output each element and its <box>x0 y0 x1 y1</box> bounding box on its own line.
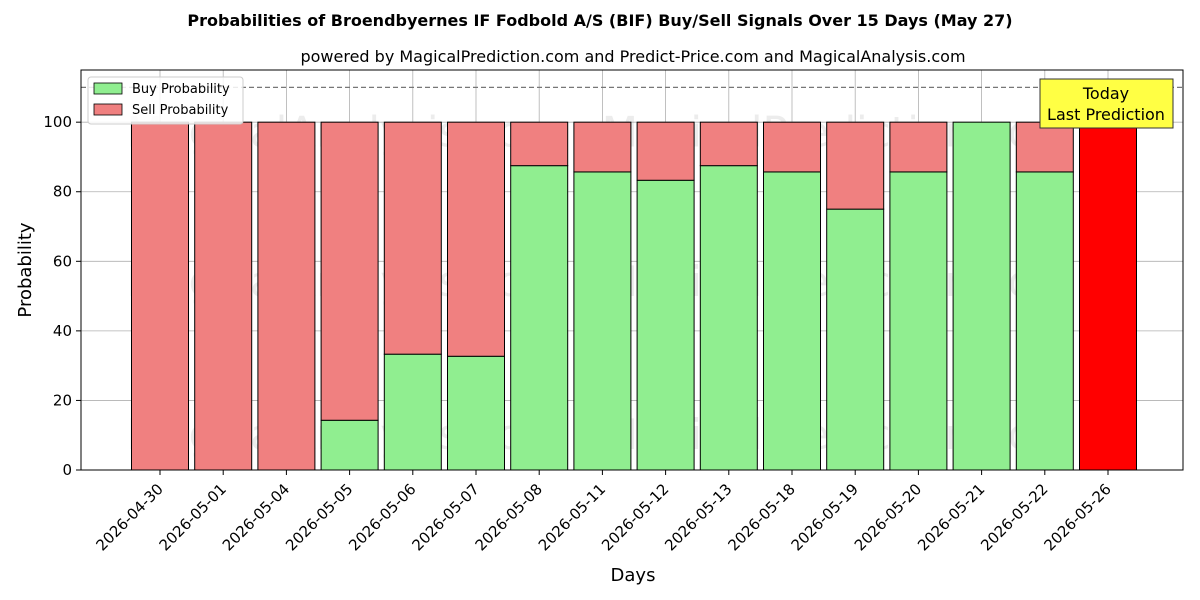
annotation-box <box>1039 78 1174 129</box>
sell-bar-2026-05-04 <box>257 121 316 471</box>
sell-bar-2026-05-13 <box>699 121 758 167</box>
y-tick-label: 20 <box>53 391 72 409</box>
sell-bar-2026-05-11 <box>573 121 632 173</box>
y-tick-label: 100 <box>43 113 72 131</box>
sell-bar-2026-05-08 <box>510 121 569 167</box>
x-axis-label: Days <box>611 565 656 586</box>
legend-label-sell: Sell Probability <box>132 103 229 118</box>
buy-bar-2026-05-22 <box>1015 171 1074 471</box>
legend-frame <box>87 76 244 125</box>
annotation-line-2: Last Prediction <box>1047 105 1165 124</box>
sell-bar-2026-05-19 <box>826 121 885 210</box>
y-tick-label: 40 <box>53 322 72 340</box>
y-tick-label: 0 <box>62 461 72 479</box>
buy-bar-2026-05-18 <box>763 171 821 471</box>
y-tick-label: 80 <box>53 183 72 201</box>
buy-bar-2026-05-06 <box>383 353 442 471</box>
y-axis: 0 20 40 60 80 100 <box>43 113 81 479</box>
x-axis: 2026-04-302026-05-012026-05-042026-05-05… <box>92 470 1115 554</box>
buy-bar-2026-05-07 <box>447 355 505 471</box>
legend: Buy Probability Sell Probability <box>87 76 244 125</box>
x-tick-label: 2026-05-12 <box>598 480 672 554</box>
legend-label-buy: Buy Probability <box>132 82 230 97</box>
today-annotation: Today Last Prediction <box>1039 78 1174 129</box>
chart-subtitle: powered by MagicalPrediction.com and Pre… <box>300 47 965 66</box>
buy-bar-2026-05-12 <box>636 179 695 471</box>
buy-bar-2026-05-05 <box>320 419 379 471</box>
y-tick-label: 60 <box>53 252 72 270</box>
x-tick-label: 2026-05-22 <box>977 480 1051 554</box>
sell-bar-2026-05-07 <box>447 121 505 357</box>
x-tick-label: 2026-05-19 <box>788 480 862 554</box>
x-tick-label: 2026-04-30 <box>92 480 166 554</box>
legend-swatch-buy <box>93 82 123 95</box>
x-tick-label: 2026-05-06 <box>345 480 419 554</box>
x-tick-label: 2026-05-18 <box>724 480 798 554</box>
x-tick-label: 2026-05-13 <box>661 480 735 554</box>
buy-bar-2026-05-21 <box>952 121 1011 471</box>
sell-bar-2026-05-26 <box>1079 121 1137 471</box>
x-tick-label: 2026-05-20 <box>851 480 925 554</box>
x-tick-label: 2026-05-01 <box>156 480 230 554</box>
buy-bar-2026-05-08 <box>510 165 569 471</box>
x-tick-label: 2026-05-04 <box>219 480 293 554</box>
sell-bar-2026-05-12 <box>636 121 695 181</box>
buy-bar-2026-05-20 <box>889 171 948 471</box>
x-tick-label: 2026-05-21 <box>914 480 988 554</box>
sell-bar-2026-05-01 <box>194 121 253 471</box>
x-tick-label: 2026-05-08 <box>472 480 546 554</box>
x-tick-label: 2026-05-07 <box>408 480 482 554</box>
plot-frame <box>80 69 1184 471</box>
sell-bar-2026-05-05 <box>320 121 379 421</box>
legend-swatch-sell <box>93 103 123 116</box>
x-tick-label: 2026-05-11 <box>535 480 609 554</box>
x-tick-label: 2026-05-26 <box>1040 480 1114 554</box>
y-axis-label: Probability <box>15 222 36 317</box>
x-tick-label: 2026-05-05 <box>282 480 356 554</box>
sell-bar-2026-05-20 <box>889 121 948 173</box>
annotation-line-1: Today <box>1082 84 1129 103</box>
buy-bar-2026-05-19 <box>826 208 885 471</box>
bars <box>131 121 1137 471</box>
sell-bar-2026-05-18 <box>763 121 821 173</box>
sell-bar-2026-05-06 <box>383 121 442 355</box>
sell-bar-2026-04-30 <box>131 121 189 471</box>
chart-title: Probabilities of Broendbyernes IF Fodbol… <box>187 11 1012 30</box>
sell-bar-2026-05-22 <box>1015 121 1074 173</box>
buy-bar-2026-05-13 <box>699 165 758 471</box>
buy-bar-2026-05-11 <box>573 171 632 471</box>
